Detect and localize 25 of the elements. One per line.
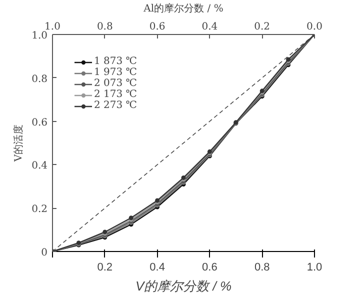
x2-axis-title: Al的摩尔分数 / % xyxy=(142,2,224,14)
x2-tick-label: 0.6 xyxy=(149,22,166,32)
x-tick-label: 0.2 xyxy=(97,262,113,274)
x2-tick-label: 1.0 xyxy=(44,22,60,32)
x2-tick-label: 0.2 xyxy=(254,22,270,32)
y-tick-label: 0 xyxy=(41,248,48,258)
legend-label: 1 973 ℃ xyxy=(94,67,137,78)
x-axis-title: V的摩尔分数 / % xyxy=(135,278,232,294)
x-tick-label: 1.0 xyxy=(306,262,322,274)
x2-tick-label: 0.8 xyxy=(96,22,113,32)
x-tick-label: 0.6 xyxy=(202,262,218,274)
y-tick-label: 1.0 xyxy=(32,30,48,42)
y-axis-title: V的活度 xyxy=(12,124,25,163)
x-tick-label: 0.4 xyxy=(150,262,165,274)
y-tick-label: 0.4 xyxy=(32,160,48,172)
x-tick-label: 0.8 xyxy=(254,262,270,274)
legend-label: 1 873 ℃ xyxy=(94,56,137,67)
legend-label: 2 273 ℃ xyxy=(94,100,137,111)
legend-label: 2 173 ℃ xyxy=(94,89,137,100)
y-tick-label: 0.8 xyxy=(32,74,48,85)
legend-label: 2 073 ℃ xyxy=(94,78,137,89)
x2-tick-label: 0.4 xyxy=(202,22,218,32)
y-tick-label: 0.6 xyxy=(32,117,48,128)
y-tick-label: 0.2 xyxy=(32,204,48,216)
x2-tick-label: 0.0 xyxy=(306,22,322,32)
